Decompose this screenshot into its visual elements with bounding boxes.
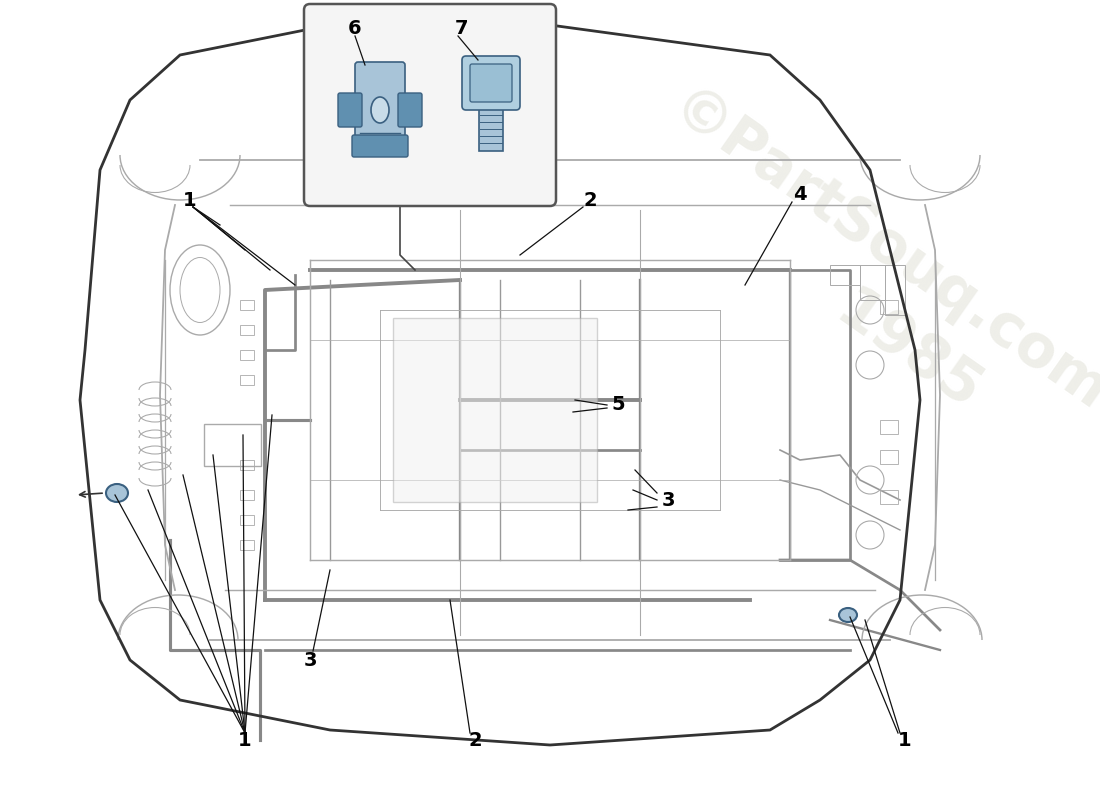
FancyBboxPatch shape	[393, 318, 597, 502]
Text: 1: 1	[239, 730, 252, 750]
Bar	[240, 325, 254, 335]
Text: ©PartSouq.com
       1985: ©PartSouq.com 1985	[623, 81, 1100, 479]
Ellipse shape	[106, 484, 128, 502]
Bar	[886, 265, 905, 315]
Ellipse shape	[839, 608, 857, 622]
Bar	[240, 490, 254, 500]
Text: 1: 1	[184, 190, 197, 210]
Ellipse shape	[371, 97, 389, 123]
FancyBboxPatch shape	[352, 135, 408, 157]
FancyBboxPatch shape	[398, 93, 422, 127]
Bar	[880, 450, 898, 464]
Bar	[880, 300, 898, 314]
Bar	[830, 265, 860, 285]
Bar	[240, 540, 254, 550]
FancyBboxPatch shape	[478, 104, 503, 151]
FancyBboxPatch shape	[338, 93, 362, 127]
Bar	[880, 490, 898, 504]
Text: 3: 3	[304, 650, 317, 670]
Text: 6: 6	[349, 18, 362, 38]
Bar	[240, 375, 254, 385]
FancyBboxPatch shape	[355, 62, 405, 148]
FancyBboxPatch shape	[462, 56, 520, 110]
Text: 2: 2	[469, 730, 482, 750]
Bar	[240, 515, 254, 525]
Bar	[860, 265, 886, 300]
Text: 4: 4	[793, 186, 806, 205]
Text: 5: 5	[612, 395, 625, 414]
Bar	[240, 300, 254, 310]
Text: 2: 2	[583, 190, 597, 210]
Text: 3: 3	[661, 490, 674, 510]
Bar	[240, 460, 254, 470]
Bar	[880, 420, 898, 434]
Text: 7: 7	[455, 18, 469, 38]
Text: 1: 1	[899, 730, 912, 750]
Bar	[240, 350, 254, 360]
FancyBboxPatch shape	[304, 4, 556, 206]
FancyBboxPatch shape	[470, 64, 512, 102]
